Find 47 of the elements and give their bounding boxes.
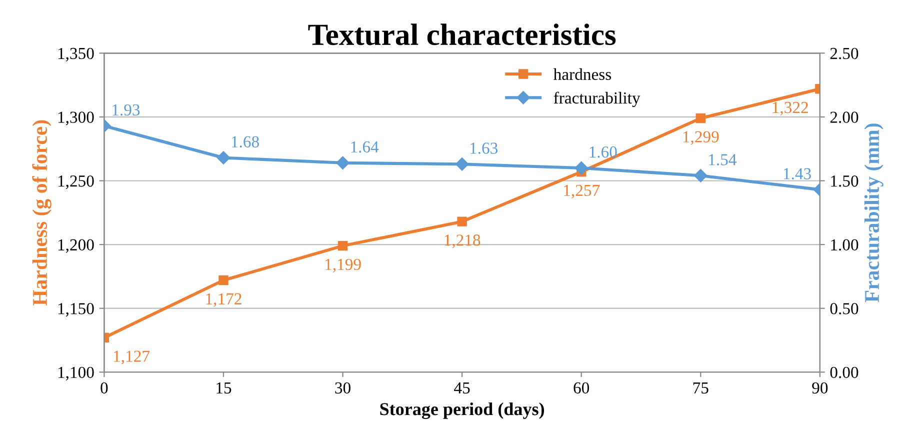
- point: [218, 275, 228, 286]
- x-tick-label: 75: [693, 382, 708, 394]
- data-label: 1.63: [470, 142, 498, 154]
- point: [216, 151, 230, 164]
- point: [336, 156, 350, 170]
- x-tick-label: 45: [454, 382, 470, 394]
- data-label: 1,199: [325, 258, 361, 272]
- y-axis-title: Hardness (g of force): [32, 120, 52, 306]
- data-label: 1,218: [444, 234, 480, 248]
- point: [338, 240, 348, 251]
- y2-tick-label: 2.50: [830, 48, 858, 60]
- y2-tick-label: 0.50: [830, 303, 858, 314]
- y2-tick-label: 2.00: [830, 112, 858, 123]
- point: [455, 158, 469, 171]
- x-tick-label: 0: [100, 382, 108, 394]
- data-label: 1,257: [564, 184, 600, 198]
- data-label: 1.68: [232, 136, 259, 148]
- point: [457, 216, 467, 226]
- data-label: 1,172: [206, 293, 242, 307]
- point: [574, 161, 588, 175]
- legend-label: hardness: [553, 68, 612, 80]
- data-label: 1.60: [590, 146, 617, 158]
- y2-axis-title: Fracturability (mm): [864, 124, 884, 302]
- x-tick-label: 60: [574, 382, 590, 394]
- data-label: 1.43: [784, 168, 811, 180]
- x-tick-label: 15: [216, 382, 232, 394]
- data-label: 1,322: [772, 102, 808, 116]
- x-axis-title: Storage period (days): [380, 402, 544, 420]
- y-tick-label: 1,100: [58, 366, 94, 380]
- data-label: 1.93: [112, 104, 140, 116]
- y-tick-label: 1,150: [58, 303, 94, 317]
- data-label: 1.64: [351, 141, 379, 153]
- x-tick-label: 30: [335, 382, 350, 394]
- y-tick-label: 1,200: [58, 239, 94, 253]
- y-tick-label: 1,300: [58, 112, 94, 126]
- legend-label: fracturability: [554, 92, 640, 108]
- y-tick-label: 1,350: [58, 48, 94, 62]
- data-label: 1.54: [709, 154, 736, 166]
- y2-tick-label: 0.00: [830, 366, 858, 378]
- y2-tick-label: 1.00: [831, 239, 858, 251]
- data-label: 1,299: [683, 131, 719, 145]
- y-tick-label: 1,250: [58, 175, 94, 190]
- x-tick-label: 90: [812, 382, 828, 394]
- data-label: 1,127: [114, 350, 150, 364]
- y2-tick-label: 1.50: [831, 175, 858, 187]
- point: [696, 113, 706, 124]
- chart-title: Textural characteristics: [308, 24, 616, 46]
